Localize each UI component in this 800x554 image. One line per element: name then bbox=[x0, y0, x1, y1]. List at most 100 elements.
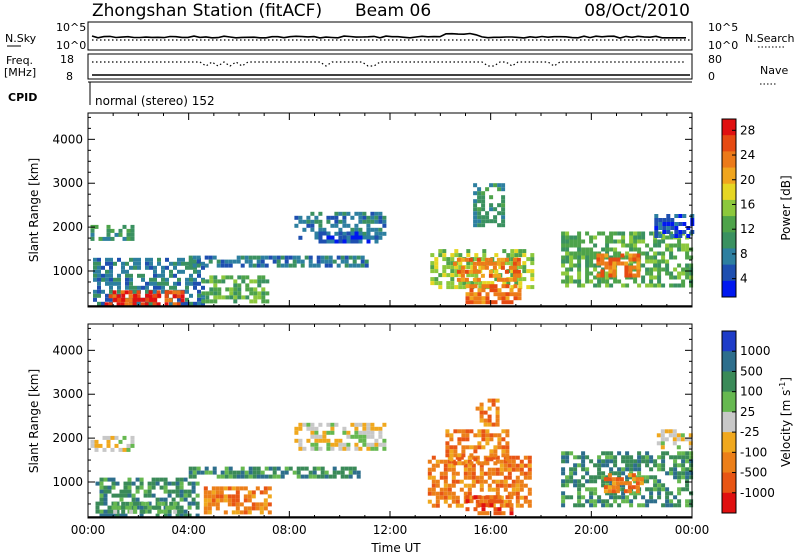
power-cell bbox=[585, 275, 590, 280]
power-cell bbox=[149, 257, 153, 262]
power-cell bbox=[530, 257, 535, 262]
velocity-cell bbox=[374, 446, 379, 451]
power-cell bbox=[430, 281, 435, 286]
power-cell bbox=[661, 251, 666, 256]
velocity-cell bbox=[635, 477, 640, 482]
velocity-cell bbox=[251, 494, 256, 499]
power-cell bbox=[458, 281, 463, 286]
velocity-cell bbox=[491, 422, 496, 427]
power-cell bbox=[492, 273, 497, 278]
power-cell bbox=[666, 218, 671, 222]
power-cell bbox=[468, 269, 473, 274]
power-cell bbox=[604, 261, 609, 266]
power-cell bbox=[338, 211, 343, 216]
power-cell bbox=[302, 219, 307, 224]
power-cell bbox=[653, 259, 658, 264]
power-cell bbox=[326, 215, 331, 220]
power-cell bbox=[137, 285, 141, 290]
power-cell bbox=[686, 226, 691, 230]
power-cell bbox=[480, 261, 485, 266]
velocity-cell bbox=[527, 459, 532, 464]
velocity-cell bbox=[473, 495, 478, 500]
velocity-cell bbox=[203, 486, 208, 491]
velocity-cell bbox=[505, 503, 510, 508]
velocity-cell bbox=[489, 499, 494, 504]
velocity-cell bbox=[515, 467, 520, 472]
velocity-cell bbox=[672, 437, 677, 442]
power-cell bbox=[510, 261, 515, 266]
power-cell bbox=[488, 257, 493, 262]
power-cell bbox=[480, 273, 485, 278]
velocity-cell bbox=[228, 466, 233, 471]
velocity-cell bbox=[163, 481, 168, 486]
velocity-cell bbox=[621, 455, 626, 460]
velocity-cell bbox=[215, 494, 220, 499]
power-cell bbox=[164, 298, 169, 303]
power-cell bbox=[352, 259, 357, 264]
power-cell bbox=[609, 231, 614, 236]
velocity-cell bbox=[106, 435, 111, 440]
power-cell bbox=[101, 273, 105, 278]
velocity-cell bbox=[314, 430, 319, 435]
power-cell bbox=[501, 207, 506, 212]
velocity-cell bbox=[235, 490, 240, 495]
xtick-label: 00:00 bbox=[675, 523, 710, 537]
power-cell bbox=[185, 289, 189, 294]
velocity-ytick-label: 2000 bbox=[52, 431, 83, 445]
velocity-cell bbox=[231, 498, 236, 503]
velocity-cell bbox=[601, 451, 606, 456]
velocity-region-8 bbox=[465, 495, 514, 516]
power-region-11 bbox=[473, 183, 506, 228]
power-cell bbox=[176, 290, 181, 295]
power-cell bbox=[565, 275, 570, 280]
velocity-cell bbox=[328, 474, 333, 479]
power-cell bbox=[489, 195, 494, 200]
power-cell bbox=[322, 239, 327, 244]
velocity-cell bbox=[673, 463, 678, 468]
velocity-cell bbox=[629, 499, 634, 504]
velocity-cell bbox=[259, 502, 264, 507]
power-cell bbox=[318, 223, 323, 228]
power-cell bbox=[504, 257, 509, 262]
velocity-cell bbox=[561, 499, 566, 504]
velocity-cell bbox=[489, 437, 494, 442]
velocity-cell bbox=[561, 459, 566, 464]
velocity-cell bbox=[260, 474, 265, 479]
power-ytick-label: 4000 bbox=[52, 132, 83, 146]
power-cell bbox=[510, 257, 515, 262]
power-cell bbox=[188, 259, 193, 264]
power-cell bbox=[192, 255, 197, 260]
power-cell bbox=[569, 255, 574, 260]
freq-tick-top: 18 bbox=[60, 53, 74, 66]
velocity-cell bbox=[645, 475, 650, 480]
velocity-cell bbox=[449, 449, 454, 454]
power-cell bbox=[117, 285, 121, 290]
power-cell bbox=[97, 277, 101, 282]
power-cell bbox=[438, 285, 443, 290]
power-cell bbox=[662, 222, 667, 226]
velocity-cell bbox=[338, 442, 343, 447]
velocity-cell bbox=[248, 470, 253, 475]
power-cell bbox=[446, 285, 451, 290]
velocity-cell bbox=[139, 513, 144, 518]
velocity-cell bbox=[99, 509, 104, 514]
power-cell bbox=[585, 267, 590, 272]
power-cell bbox=[153, 289, 157, 294]
velocity-cell bbox=[615, 485, 620, 490]
velocity-cell bbox=[565, 459, 570, 464]
power-cell bbox=[633, 239, 638, 244]
velocity-cell bbox=[668, 433, 673, 438]
velocity-cell bbox=[577, 455, 582, 460]
power-cell bbox=[460, 269, 465, 274]
power-cell bbox=[645, 283, 650, 288]
power-cell bbox=[670, 226, 675, 230]
power-cell bbox=[121, 261, 125, 266]
power-cell bbox=[489, 300, 494, 305]
velocity-cell bbox=[427, 491, 432, 496]
velocity-cell bbox=[453, 445, 458, 450]
figure-title: Zhongshan Station (fitACF) bbox=[92, 1, 322, 21]
velocity-cell bbox=[106, 439, 111, 444]
velocity-cell bbox=[601, 503, 606, 508]
velocity-cell bbox=[354, 422, 359, 427]
power-cell bbox=[589, 239, 594, 244]
